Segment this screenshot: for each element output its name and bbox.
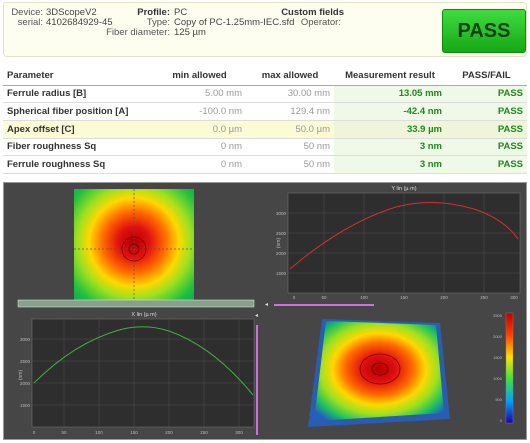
col-measurement-result: Measurement result [334,67,446,86]
table-row: Ferrule radius [B] 5.00 mm 30.00 mm 13.0… [3,85,527,104]
colorbar-tick: 2500 [493,313,503,318]
y-tick: 3000 [20,337,31,342]
y-profile-plot: Y lin (µ m) (nm) 3000 2500 2000 1500 0 5… [276,186,521,300]
row-status: PASS [446,155,527,174]
x-tick: 250 [200,430,208,435]
row-min: 0 nm [153,138,246,157]
colorbar-tick: 0 [500,418,503,423]
x-profile-title: X lin (µ m) [131,312,156,318]
x-tick: 100 [95,430,103,435]
visualization-svg: Y lin (µ m) (nm) 3000 2500 2000 1500 0 5… [17,186,521,435]
x-tick: 0 [33,430,36,435]
serial-value: 4102684929-45 [46,17,113,28]
y-range-slider[interactable] [274,304,374,306]
row-status: PASS [446,120,527,139]
x-profile-plot: X lin (µ m) (nm) 3000 2500 2000 1500 0 5… [18,312,255,435]
row-min: 0.0 µm [153,120,246,139]
table-header-row: Parameter min allowed max allowed Measur… [3,67,527,86]
row-status: PASS [446,102,527,121]
x-tick: 200 [440,295,448,300]
x-tick: 150 [400,295,408,300]
device-label: Device: [11,7,43,18]
fiber-diameter-label: Fiber diameter: [106,27,170,38]
x-tick: 300 [235,430,243,435]
type-value: Copy of PC-1.25mm-IEC.sfd [174,17,295,28]
results-table: Parameter min allowed max allowed Measur… [3,67,527,174]
y-tick: 3000 [276,211,287,216]
custom-fields-label: Custom fields [281,7,344,18]
y-profile-curve [289,201,519,270]
serial-label: serial: [17,17,43,28]
row-max: 129.4 nm [246,102,334,121]
x-profile-curve [33,326,254,396]
x-tick: 200 [165,430,173,435]
colorbar-tick: 500 [495,397,502,402]
x-tick: 300 [510,295,518,300]
col-min-allowed: min allowed [153,67,246,86]
row-max: 50.0 µm [246,120,334,139]
colorbar: 2500 2000 1500 1000 500 0 [493,312,514,424]
overall-result-button[interactable]: PASS [442,9,526,53]
row-result: -42.4 nm [334,102,446,121]
x-tick: 100 [360,295,368,300]
pin-icon[interactable]: ◂ [265,302,268,308]
row-min: 5.00 mm [153,85,246,104]
profile-value: PC [174,7,188,18]
row-min: 0 nm [153,155,246,174]
y-tick: 2000 [20,381,31,386]
row-parameter: Ferrule radius [B] [3,85,153,104]
x-tick: 150 [130,430,138,435]
x-range-slider[interactable] [256,325,258,435]
surface-heatmap-2d[interactable] [74,189,194,307]
y-profile-axis-label: (nm) [276,238,282,249]
row-parameter: Apex offset [C] [3,120,153,139]
x-tick: 250 [480,295,488,300]
surface-3d-view[interactable] [308,319,450,427]
y-tick: 2500 [276,231,287,236]
y-tick: 2000 [276,251,287,256]
x-tick: 0 [293,295,296,300]
y-tick: 1500 [20,403,31,408]
row-result: 33.9 µm [334,120,446,139]
row-result: 3 nm [334,155,446,174]
colorbar-tick: 1000 [493,376,503,381]
x-profile-axis-label: (nm) [18,370,24,381]
profile-label: Profile: [137,7,170,18]
colorbar-tick: 1500 [493,355,503,360]
table-row: Spherical fiber position [A] -100.0 nm 1… [3,102,527,121]
row-parameter: Spherical fiber position [A] [3,102,153,121]
table-row: Apex offset [C] 0.0 µm 50.0 µm 33.9 µm P… [3,120,527,139]
row-min: -100.0 nm [153,102,246,121]
row-result: 13.05 mm [334,85,446,104]
col-max-allowed: max allowed [246,67,334,86]
row-result: 3 nm [334,138,446,157]
row-parameter: Ferrule roughness Sq [3,155,153,174]
x-tick: 50 [61,430,67,435]
table-row: Fiber roughness Sq 0 nm 50 nm 3 nm PASS [3,138,527,157]
pin-icon[interactable]: ◂ [255,313,258,319]
y-tick: 2500 [20,359,31,364]
fiber-diameter-value: 125 µm [174,27,206,38]
horizontal-scroll-slider[interactable] [17,299,255,308]
colorbar-tick: 2000 [493,334,503,339]
y-profile-title: Y lin (µ m) [391,186,416,192]
y-tick: 1500 [276,271,287,276]
x-tick: 50 [321,295,327,300]
row-status: PASS [446,138,527,157]
visualization-panel: Y lin (µ m) (nm) 3000 2500 2000 1500 0 5… [3,182,527,440]
row-max: 30.00 mm [246,85,334,104]
header-panel: Device: 3DScopeV2 serial: 4102684929-45 … [3,2,527,57]
device-value: 3DScopeV2 [46,7,97,18]
type-label: Type: [146,17,170,28]
table-row: Ferrule roughness Sq 0 nm 50 nm 3 nm PAS… [3,155,527,174]
col-parameter: Parameter [3,67,153,86]
row-status: PASS [446,85,527,104]
row-max: 50 nm [246,138,334,157]
row-max: 50 nm [246,155,334,174]
col-pass-fail: PASS/FAIL [446,67,527,86]
operator-label: Operator: [300,17,341,28]
row-parameter: Fiber roughness Sq [3,138,153,157]
